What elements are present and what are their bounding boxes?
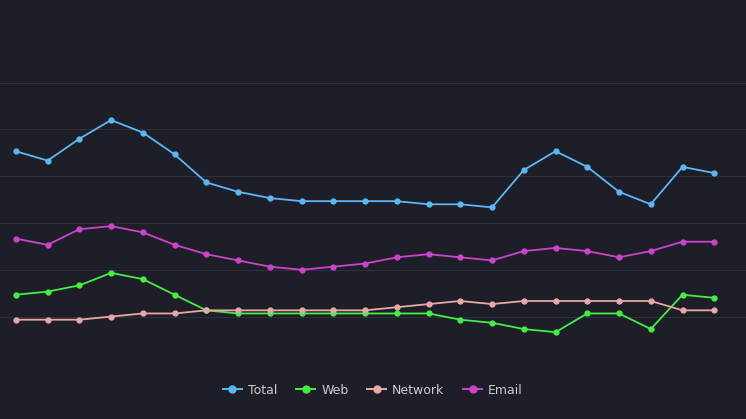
Legend: Total, Web, Network, Email: Total, Web, Network, Email: [218, 379, 528, 402]
